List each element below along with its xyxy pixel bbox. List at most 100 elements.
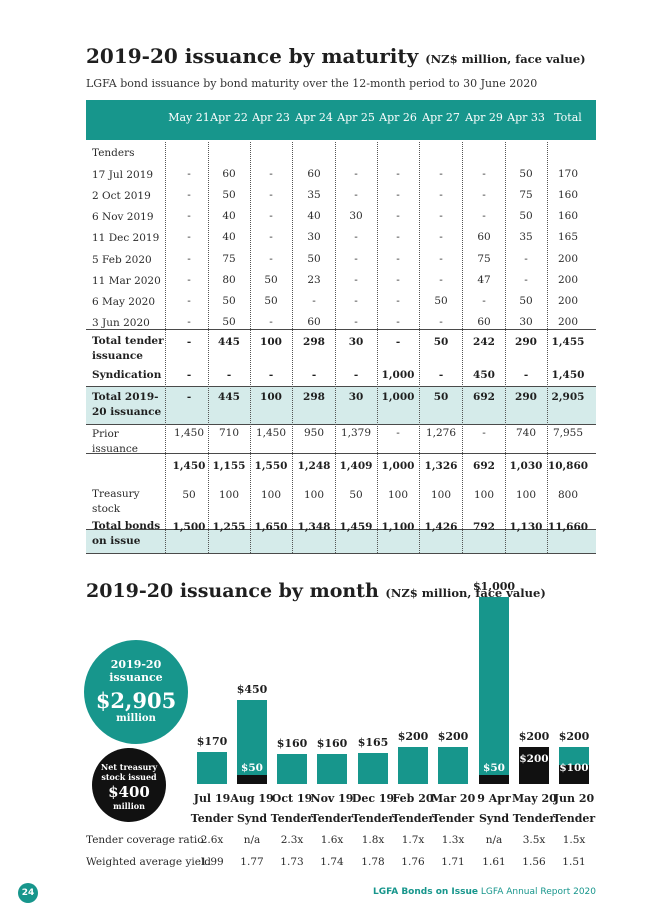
total-2019-20-cell: 50 xyxy=(433,391,449,403)
table-cell: - xyxy=(439,168,443,180)
table-cell: 60 xyxy=(477,316,491,328)
total-tender-cell: 298 xyxy=(303,336,325,348)
tender-row-label: 6 Nov 2019 xyxy=(92,211,154,223)
table-cell: - xyxy=(269,189,273,201)
table-cell: - xyxy=(396,316,400,328)
table-cell: - xyxy=(354,274,358,286)
prior-cell: 1,450 xyxy=(173,427,205,439)
table-cell: 60 xyxy=(222,168,236,180)
table-cell: - xyxy=(439,189,443,201)
column-separator xyxy=(547,142,548,553)
x-type-label: Tender xyxy=(431,812,475,825)
table-cell: - xyxy=(269,168,273,180)
footer-doc: LGFA Annual Report 2020 xyxy=(480,887,596,897)
column-header-apr-29: Apr 29 xyxy=(465,111,503,124)
shaded-row-bg xyxy=(86,386,596,424)
issuance-bar xyxy=(317,754,347,784)
table-cell: 47 xyxy=(477,274,491,286)
footer-section: LGFA Bonds on Issue xyxy=(372,887,479,897)
table-cell: - xyxy=(354,316,358,328)
table-cell: 50 xyxy=(307,253,321,265)
bar-value-label: $200 xyxy=(518,729,550,743)
weighted-yield-cell: 1.99 xyxy=(200,856,224,868)
issuance-bar xyxy=(197,752,227,784)
table-cell: - xyxy=(269,316,273,328)
coverage-ratio-cell: 1.6x xyxy=(320,834,344,846)
treasury-cell: 100 xyxy=(218,489,240,501)
issuance-bar xyxy=(398,746,428,784)
treasury-circle-caption: Net treasury stock issued xyxy=(92,762,166,782)
column-header-apr-22: Apr 22 xyxy=(210,111,248,124)
treasury-circle-line1: Net treasury xyxy=(100,762,158,772)
treasury-cell: 50 xyxy=(182,489,196,501)
coverage-ratio-label: Tender coverage ratio xyxy=(86,834,204,846)
syndication-cell: - xyxy=(438,369,444,381)
treasury-cell: 50 xyxy=(349,489,363,501)
bar-value-label: $1,000 xyxy=(472,580,516,593)
total-bonds-cell: 1,255 xyxy=(212,521,246,533)
x-tick-label: May 20 xyxy=(512,792,557,805)
table-cell: 40 xyxy=(222,210,236,222)
table-cell: 23 xyxy=(307,274,321,286)
table-cell: - xyxy=(354,253,358,265)
treasury-cell: 100 xyxy=(430,489,452,501)
treasury-bar xyxy=(479,774,509,784)
table-cell: 60 xyxy=(477,231,491,243)
total-2019-20-cell: 692 xyxy=(473,391,495,403)
subtotal-cell: 1,248 xyxy=(297,460,331,472)
table-cell: 160 xyxy=(557,189,579,201)
syndication-cell: 1,450 xyxy=(551,369,585,381)
coverage-ratio-cell: 1.5x xyxy=(562,834,586,846)
total-bonds-cell: 1,650 xyxy=(254,521,288,533)
bar-value-label: $200 xyxy=(558,729,590,743)
tender-row-label: 17 Jul 2019 xyxy=(92,169,154,181)
subtotal-cell: 692 xyxy=(473,460,495,472)
prior-cell: 1,379 xyxy=(340,427,372,439)
table-cell: 165 xyxy=(557,231,579,243)
table-cell: 200 xyxy=(557,295,579,307)
table-rule xyxy=(86,329,596,330)
column-header-apr-27: Apr 27 xyxy=(422,111,460,124)
table-cell: - xyxy=(354,189,358,201)
tender-row-label: 11 Mar 2020 xyxy=(92,275,161,287)
column-separator xyxy=(505,142,506,553)
issuance-circle-caption: 2019-20 issuance xyxy=(84,658,188,684)
coverage-ratio-cell: 1.7x xyxy=(401,834,425,846)
bar-value-label: $450 xyxy=(236,682,268,696)
x-type-label: Synd xyxy=(478,812,510,825)
table-cell: - xyxy=(482,295,486,307)
syndication-cell: - xyxy=(226,369,232,381)
issuance-circle-amount: $2,905 xyxy=(95,688,177,713)
prior-label: Prior issuance xyxy=(92,428,139,455)
table-cell: - xyxy=(396,253,400,265)
total-2019-20-cell: 290 xyxy=(515,391,537,403)
tender-row-label: 11 Dec 2019 xyxy=(92,232,160,244)
subtotal-cell: 1,155 xyxy=(212,460,246,472)
syndication-cell: - xyxy=(268,369,274,381)
page-number-badge: 24 xyxy=(18,883,38,903)
prior-cell: 1,450 xyxy=(255,427,287,439)
prior-cell: - xyxy=(482,427,486,439)
table-cell: - xyxy=(269,210,273,222)
table-cell: 75 xyxy=(477,253,491,265)
weighted-yield-cell: 1.76 xyxy=(401,856,425,868)
total-bonds-cell: 792 xyxy=(473,521,495,533)
column-separator xyxy=(165,142,166,553)
table-cell: - xyxy=(187,274,191,286)
coverage-ratio-cell: 2.6x xyxy=(200,834,224,846)
table-cell: - xyxy=(396,295,400,307)
issuance-bar xyxy=(479,597,509,784)
total-tender-cell: - xyxy=(186,336,192,348)
table-cell: 60 xyxy=(307,168,321,180)
treasury-circle-line2: stock issued xyxy=(101,772,157,782)
syndication-cell: 450 xyxy=(473,369,495,381)
weighted-yield-cell: 1.61 xyxy=(482,856,506,868)
weighted-yield-cell: 1.73 xyxy=(280,856,304,868)
treasury-bar xyxy=(559,765,589,784)
issuance-bar xyxy=(237,699,267,784)
table-cell: 50 xyxy=(519,210,533,222)
table-cell: 30 xyxy=(349,210,363,222)
table-cell: - xyxy=(269,253,273,265)
column-header-may-21: May 21 xyxy=(168,111,210,124)
total-tender-cell: 100 xyxy=(260,336,282,348)
